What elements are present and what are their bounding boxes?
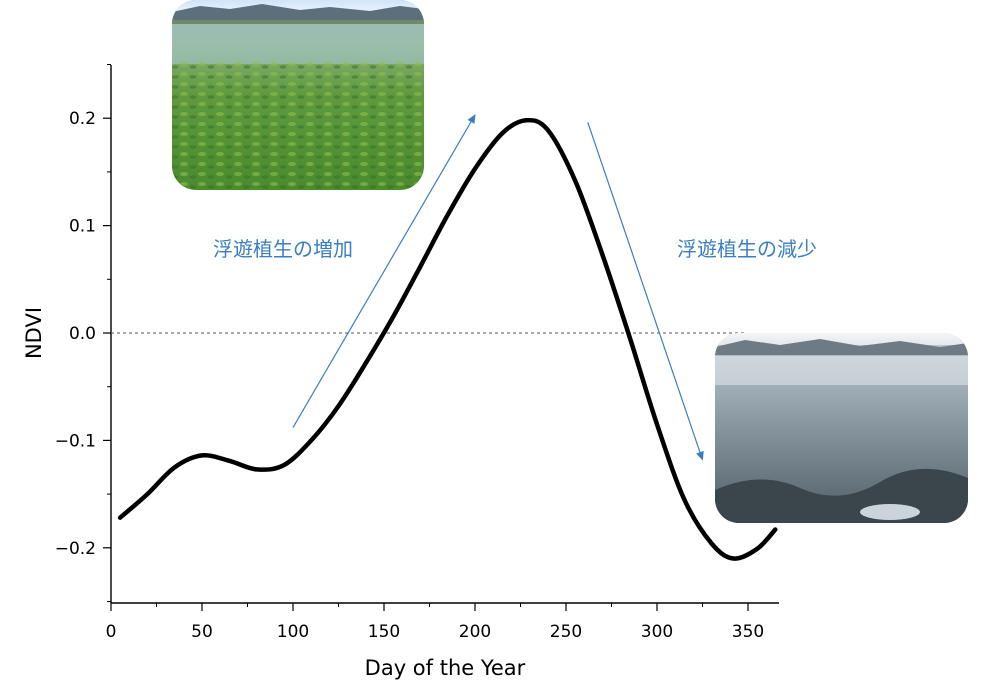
annotation-increase: 浮遊植生の増加 [213, 237, 353, 261]
axes [110, 65, 779, 604]
x-tick-label: 100 [277, 622, 309, 642]
annotation-decrease: 浮遊植生の減少 [677, 237, 817, 261]
x-tick-label: 350 [732, 622, 764, 642]
lake-without-vegetation-photo [715, 333, 968, 523]
x-tick-label: 300 [641, 622, 673, 642]
y-ticks: −0.2 −0.1 0.0 0.1 0.2 [55, 64, 111, 602]
x-ticks: 0 50 100 150 200 250 300 350 [106, 603, 764, 642]
x-tick-label: 150 [368, 622, 400, 642]
increase-arrow [292, 114, 476, 428]
x-tick-label: 200 [459, 622, 491, 642]
y-tick-label: −0.2 [55, 539, 96, 559]
decrease-arrow [587, 122, 704, 461]
y-tick-label: 0.1 [69, 217, 96, 237]
x-tick-label: 0 [106, 622, 117, 642]
y-tick-label: 0.0 [69, 324, 96, 344]
ndvi-series-line [117, 117, 778, 561]
x-tick-label: 250 [550, 622, 582, 642]
lake-with-floating-vegetation-photo [172, 0, 424, 190]
y-axis-title: NDVI [22, 307, 46, 359]
y-tick-label: 0.2 [69, 109, 96, 129]
x-tick-label: 50 [191, 622, 213, 642]
x-axis-title: Day of the Year [365, 656, 526, 680]
y-tick-label: −0.1 [55, 431, 96, 451]
